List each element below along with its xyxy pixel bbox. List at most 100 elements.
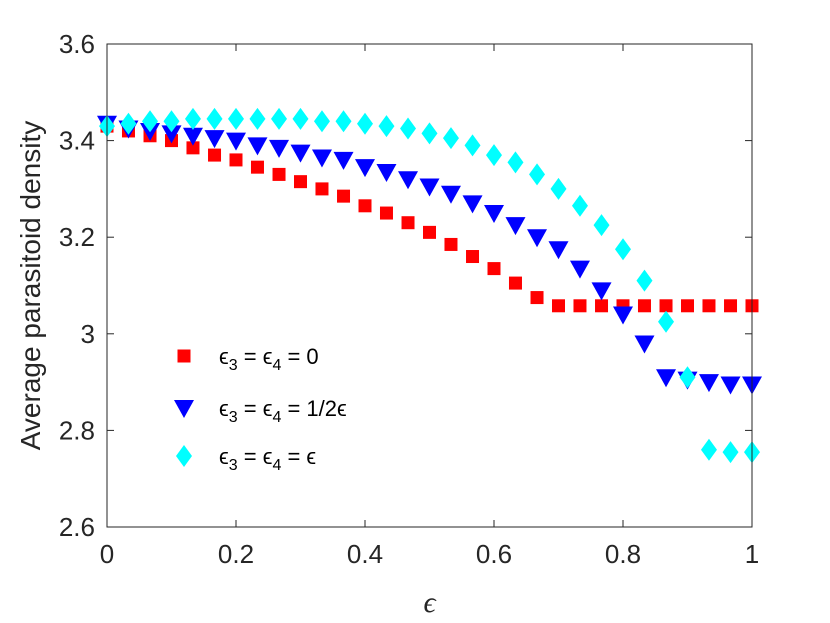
data-point [142, 110, 159, 133]
legend-text-part: ϵ [219, 444, 229, 469]
data-point [615, 238, 631, 261]
legend-text-part: = 1/2ϵ [281, 396, 346, 421]
data-point [290, 144, 311, 163]
data-point [681, 299, 694, 313]
legend-label: ϵ3 = ϵ4 = 1/2ϵ [219, 396, 347, 426]
data-point [120, 112, 137, 135]
data-point [208, 148, 222, 162]
data-point [228, 107, 244, 130]
data-point [311, 149, 332, 168]
y-tick-label: 3.6 [59, 29, 95, 59]
data-point [508, 276, 522, 290]
y-tick-label: 3.2 [59, 222, 95, 252]
legend-subscript: 4 [272, 409, 281, 426]
data-point [702, 299, 716, 313]
series-square [100, 119, 759, 313]
data-point [720, 376, 741, 395]
data-point [315, 182, 329, 196]
data-point [656, 369, 677, 388]
data-point [444, 237, 458, 251]
data-point [398, 171, 419, 190]
data-point [400, 117, 417, 140]
data-point [358, 199, 372, 213]
data-point [379, 206, 393, 220]
data-point [722, 441, 739, 464]
legend-marker [177, 349, 191, 363]
legend-subscript: 4 [272, 457, 281, 474]
data-point [548, 241, 569, 260]
legend-text-part: = ϵ [281, 444, 316, 469]
legend-subscript: 4 [272, 357, 281, 374]
legend-subscript: 3 [229, 409, 238, 426]
legend-label: ϵ3 = ϵ4 = 0 [219, 344, 319, 374]
data-point [250, 160, 264, 174]
legend-marker [176, 445, 192, 467]
y-tick-label: 2.8 [59, 415, 95, 445]
legend-text-part: ϵ [219, 396, 229, 421]
data-point [182, 127, 203, 146]
data-point [573, 299, 587, 313]
series-triangle-down [97, 115, 762, 395]
data-point [529, 163, 546, 186]
data-point [658, 310, 675, 333]
data-point [486, 144, 502, 167]
data-point [419, 178, 440, 197]
data-point [247, 137, 268, 156]
data-point [292, 107, 309, 130]
legend-subscript: 3 [229, 357, 238, 374]
legend-text-part: = 0 [281, 344, 318, 369]
legend-entry: ϵ3 = ϵ4 = 0 [177, 344, 319, 374]
data-point [357, 112, 373, 135]
data-point [613, 306, 633, 325]
data-point [226, 132, 246, 151]
data-point [294, 175, 307, 189]
data-point [593, 214, 610, 237]
data-point [376, 163, 397, 182]
data-point [634, 335, 655, 354]
data-point [355, 159, 375, 178]
plot-frame [106, 43, 753, 528]
data-point [571, 194, 588, 217]
legend-subscript: 3 [229, 457, 238, 474]
legend-label: ϵ3 = ϵ4 = ϵ [219, 444, 316, 474]
y-tick-label: 3 [81, 319, 95, 349]
data-point [484, 205, 504, 224]
data-point [698, 374, 719, 393]
data-point [423, 225, 436, 239]
x-tick-label: 0.6 [476, 539, 512, 569]
x-tick-label: 0.8 [605, 539, 641, 569]
data-point [487, 262, 501, 276]
x-tick-label: 0 [100, 539, 114, 569]
legend-entry: ϵ3 = ϵ4 = ϵ [176, 444, 316, 474]
data-point [700, 438, 717, 461]
y-axis-label: Average parasitoid density [15, 121, 46, 450]
x-axis-label: ϵ [423, 586, 437, 619]
data-point [462, 195, 483, 214]
data-point [440, 185, 461, 204]
data-point [161, 125, 182, 144]
data-point [442, 127, 459, 150]
data-point [378, 115, 395, 138]
legend-marker [174, 400, 194, 418]
data-point [184, 107, 201, 130]
y-tick-label: 2.6 [59, 512, 95, 542]
x-tick-label: 0.4 [347, 539, 383, 569]
data-point [206, 107, 223, 130]
data-point [636, 269, 653, 292]
x-tick-label: 1 [745, 539, 759, 569]
data-point [421, 122, 438, 145]
data-point [335, 110, 352, 133]
data-point [505, 217, 526, 236]
x-tick-label: 0.2 [218, 539, 254, 569]
data-point [333, 151, 354, 170]
data-point [401, 216, 415, 230]
legend-text-part: = ϵ [238, 396, 273, 421]
data-point [466, 250, 480, 264]
data-point [530, 291, 544, 305]
data-point [591, 282, 612, 301]
series-diamond [99, 107, 760, 464]
data-point [269, 139, 290, 158]
data-point [186, 141, 200, 155]
data-point [204, 130, 225, 149]
